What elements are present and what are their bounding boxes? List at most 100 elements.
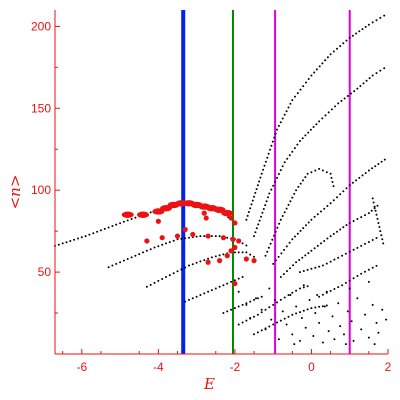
y-axis-label: <n>: [6, 175, 24, 210]
data-point: [281, 310, 284, 313]
data-point: [331, 315, 334, 318]
data-point: [352, 248, 355, 251]
highlight-point: [220, 235, 227, 241]
data-point: [99, 229, 102, 232]
series-4: [222, 295, 263, 314]
data-point: [184, 300, 187, 303]
data-point: [307, 131, 310, 134]
data-point: [288, 154, 291, 157]
data-point: [321, 293, 324, 296]
data-point: [375, 72, 378, 75]
data-point: [134, 216, 137, 219]
data-point: [302, 309, 305, 312]
data-point: [264, 328, 267, 331]
data-point: [245, 319, 248, 322]
data-point: [249, 300, 252, 303]
data-point: [299, 182, 302, 185]
data-point: [371, 167, 374, 170]
data-point: [371, 303, 374, 306]
data-point: [296, 143, 299, 146]
data-point: [272, 323, 275, 326]
data-point: [333, 288, 336, 290]
x-axis-label: E: [203, 375, 215, 393]
series-13: [253, 304, 328, 336]
data-point: [222, 284, 225, 287]
data-point: [310, 249, 313, 252]
data-point: [251, 199, 254, 202]
series-12: [237, 285, 309, 326]
data-point: [237, 277, 240, 280]
data-point: [295, 189, 298, 192]
data-point: [371, 197, 374, 200]
data-point: [310, 267, 313, 270]
data-point: [180, 268, 183, 271]
data-point: [256, 313, 259, 316]
data-point: [273, 136, 276, 139]
data-point: [336, 230, 338, 233]
data-point: [326, 56, 329, 59]
data-point: [332, 50, 335, 53]
data-point: [336, 47, 338, 50]
data-point: [165, 242, 167, 245]
data-point: [367, 336, 370, 339]
data-point: [285, 245, 288, 248]
data-point: [355, 179, 358, 182]
data-point: [327, 330, 330, 333]
data-point: [304, 134, 307, 137]
data-point: [294, 95, 296, 98]
data-point: [203, 292, 206, 295]
data-point: [145, 285, 148, 288]
data-point: [149, 248, 152, 251]
highlight-point: [121, 211, 134, 218]
data-point: [318, 305, 321, 308]
highlight-point: [228, 248, 234, 254]
data-point: [342, 190, 345, 193]
data-point: [299, 229, 302, 232]
data-point: [360, 216, 363, 219]
data-point: [382, 242, 385, 245]
data-point: [149, 283, 152, 286]
data-point: [264, 308, 267, 311]
data-point: [292, 264, 295, 267]
data-point: [264, 254, 267, 257]
data-point: [289, 294, 292, 297]
data-point: [168, 274, 171, 277]
data-point: [296, 232, 299, 235]
data-point: [380, 160, 383, 163]
data-point: [381, 308, 384, 311]
data-point: [313, 71, 316, 74]
data-point: [256, 331, 259, 334]
data-point: [149, 211, 152, 214]
data-point: [320, 242, 322, 245]
data-point: [279, 298, 282, 301]
data-point: [331, 181, 334, 183]
data-point: [276, 301, 278, 304]
data-point: [367, 268, 370, 271]
data-point: [332, 199, 335, 202]
data-point: [365, 79, 368, 82]
data-point: [364, 172, 367, 174]
data-point: [299, 287, 301, 290]
axis-ticks: -6 -4 -2 0 2 50 100 150 200: [31, 19, 392, 374]
data-point: [381, 238, 384, 241]
data-point: [326, 205, 329, 207]
data-point: [339, 193, 342, 196]
data-point: [329, 289, 332, 292]
data-point: [199, 294, 202, 296]
data-point: [356, 87, 359, 90]
data-point: [263, 164, 266, 167]
data-point: [339, 325, 342, 328]
data-point: [321, 341, 324, 344]
data-point: [362, 82, 365, 85]
data-point: [337, 302, 340, 305]
data-point: [324, 114, 327, 117]
data-point: [321, 264, 324, 267]
data-point: [337, 256, 340, 259]
data-point: [361, 174, 364, 177]
data-point: [364, 270, 366, 273]
data-point: [210, 289, 213, 292]
data-point: [377, 163, 380, 165]
data-point: [277, 124, 280, 127]
data-point: [287, 294, 290, 296]
data-point: [299, 140, 301, 142]
